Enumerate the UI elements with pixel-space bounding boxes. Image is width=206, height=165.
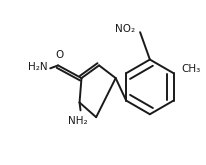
Text: NO₂: NO₂ [115,24,136,34]
Text: O: O [55,50,63,60]
Text: CH₃: CH₃ [181,64,201,74]
Text: NH₂: NH₂ [68,116,87,126]
Text: H₂N: H₂N [28,62,47,72]
